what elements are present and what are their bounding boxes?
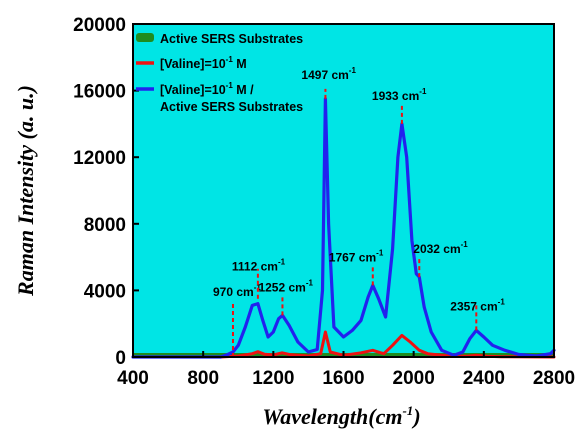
y-tick-label: 0	[115, 348, 126, 369]
x-tick-label: 800	[187, 368, 219, 389]
y-tick-label: 4000	[84, 281, 126, 302]
x-tick-label: 400	[117, 368, 149, 389]
x-axis-title: Wavelength(cm-1)	[262, 403, 420, 429]
peak-label: 1767 cm-1	[329, 248, 384, 264]
peak-label: 1252 cm-1	[258, 278, 313, 294]
series-line-valine-sers	[131, 97, 556, 359]
x-tick-label: 2400	[463, 368, 505, 389]
y-tick-label: 8000	[84, 215, 126, 236]
peak-label: 2032 cm-1	[413, 240, 468, 256]
legend-label: [Valine]=10-1 M	[160, 55, 247, 71]
y-tick-label: 20000	[73, 15, 126, 36]
x-axis-title-main: Wavelength(cm	[262, 404, 402, 429]
x-tick-label: 2000	[393, 368, 435, 389]
x-axis-title-sup: -1	[402, 403, 413, 418]
legend-swatch	[136, 33, 154, 42]
annotation-layer: 970 cm-1 1112 cm-1 1252 cm-1 1497 cm-1 1767 …	[213, 66, 505, 357]
y-tick-label: 16000	[73, 82, 126, 103]
tick-layer: 400 800 1200 1600 2000 2400 2800 0 4000 8000 12000…	[73, 15, 575, 389]
peak-label: 1497 cm-1	[301, 66, 356, 82]
plot-area	[133, 24, 554, 357]
x-tick-label: 2800	[533, 368, 575, 389]
peak-label: 1112 cm-1	[232, 258, 286, 274]
legend-label-line2: Active SERS Substrates	[160, 100, 303, 114]
x-tick-label: 1200	[252, 368, 294, 389]
peak-label: 970 cm-1	[213, 283, 261, 299]
y-tick-label: 12000	[73, 148, 126, 169]
y-axis-title: Raman Intensity (a. u.)	[13, 85, 38, 297]
legend: Active SERS Substrates [Valine]=10-1 M [Va…	[136, 32, 303, 114]
peak-label: 2357 cm-1	[450, 297, 505, 313]
x-axis-title-tail: )	[411, 404, 420, 429]
legend-label: [Valine]=10-1 M /	[160, 81, 254, 97]
legend-label: Active SERS Substrates	[160, 32, 303, 46]
peak-label: 1933 cm-1	[372, 87, 427, 103]
x-tick-label: 1600	[322, 368, 364, 389]
